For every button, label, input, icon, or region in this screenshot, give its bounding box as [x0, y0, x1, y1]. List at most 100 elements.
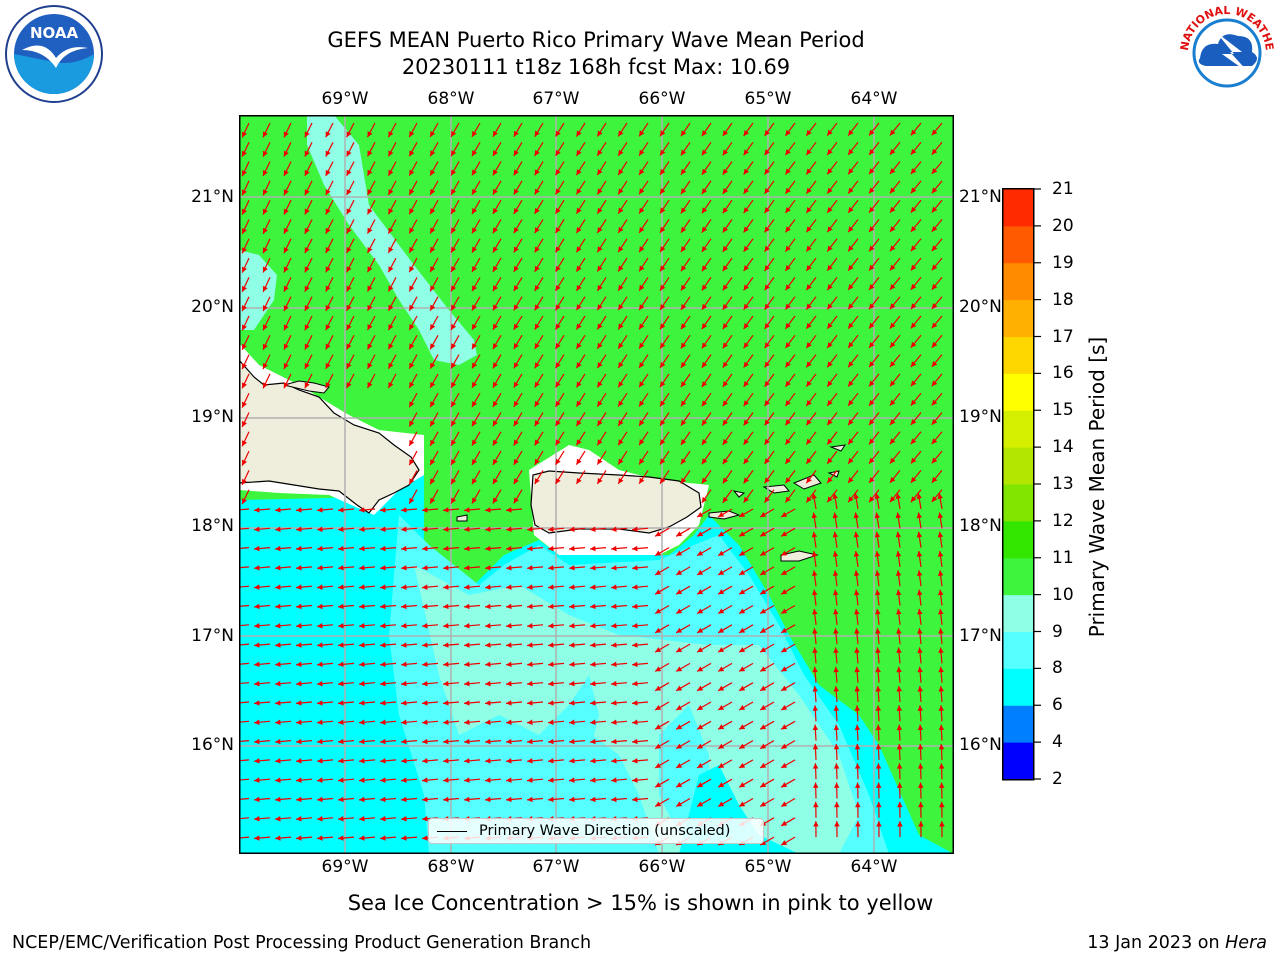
wave-arrow-head — [701, 400, 708, 407]
wave-arrow-head — [618, 323, 624, 330]
wave-arrow-head — [283, 266, 289, 273]
wave-arrow-head — [781, 550, 788, 556]
wave-arrow-head — [451, 439, 457, 446]
wave-arrow-head — [506, 545, 512, 552]
wave-arrow-head — [576, 207, 582, 214]
wave-arrow-head — [938, 724, 945, 731]
colorbar-tick-label: 12 — [1052, 510, 1074, 531]
wave-arrow-head — [701, 130, 708, 137]
wave-arrow-head — [346, 382, 352, 389]
wave-arrow-head — [869, 284, 875, 290]
wave-arrow-head — [931, 129, 938, 136]
wave-arrow-head — [513, 478, 519, 485]
wave-arrow-head — [380, 603, 386, 610]
wave-arrow-head — [718, 762, 725, 768]
wave-arrow-head — [443, 719, 449, 725]
wave-arrow-head — [464, 661, 470, 668]
wave-arrow-head — [576, 323, 582, 330]
wave-arrow-head — [701, 265, 708, 272]
wave-arrow-head — [534, 169, 540, 176]
wave-arrow-head — [722, 419, 729, 426]
lon-tick-bottom: 65°W — [744, 857, 792, 877]
wave-arrow-head — [451, 381, 457, 388]
wave-arrow-head — [889, 206, 896, 213]
wave-arrow-head — [296, 835, 302, 841]
wave-arrow-head — [832, 512, 839, 519]
wave-arrow-head — [451, 304, 457, 311]
wave-arrow-head — [492, 362, 498, 369]
wave-arrow-head — [639, 323, 645, 330]
wave-arrow-head — [611, 777, 617, 783]
wave-arrow-head — [869, 361, 875, 368]
wave-arrow-head — [875, 724, 882, 731]
wave-arrow-head — [283, 247, 289, 254]
wave-arrow — [239, 720, 250, 723]
wave-arrow-head — [317, 661, 323, 668]
wave-arrow-head — [655, 704, 662, 710]
wave-arrow-head — [513, 400, 519, 407]
wave-arrow-head — [639, 284, 645, 291]
wave-arrow-head — [785, 361, 791, 368]
wave-arrow-head — [430, 266, 436, 273]
wave-arrow-head — [597, 207, 603, 214]
wave-arrow-head — [917, 628, 923, 634]
wave-arrow-head — [743, 130, 749, 136]
wave-arrow-head — [338, 816, 344, 822]
wave-arrow-head — [785, 496, 791, 503]
wave-arrow-head — [590, 545, 596, 552]
wave-arrow-head — [848, 284, 854, 291]
wave-arrow-head — [722, 342, 729, 349]
wave-arrow-head — [317, 603, 323, 610]
wave-arrow-head — [451, 401, 457, 408]
wave-arrow-head — [806, 457, 812, 464]
wave-arrow-head — [764, 129, 770, 136]
colorbar-tick-label: 20 — [1052, 215, 1074, 236]
wave-arrow-head — [910, 438, 917, 445]
wave-arrow-head — [722, 438, 729, 445]
wave-arrow-head — [275, 545, 281, 552]
wave-arrow-head — [611, 796, 617, 803]
wave-arrow-head — [701, 168, 708, 175]
wave-arrow-head — [443, 507, 449, 513]
wave-arrow-head — [422, 642, 428, 648]
wave-arrow-head — [918, 801, 924, 808]
wave-arrow-head — [513, 323, 519, 330]
colorbar-tick-label: 18 — [1052, 289, 1074, 310]
wave-arrow-head — [618, 188, 624, 195]
wave-arrow-head — [806, 477, 812, 484]
wave-arrow-head — [471, 304, 478, 311]
colorbar-segment — [1003, 484, 1033, 522]
wave-arrow-head — [655, 569, 662, 575]
wave-arrow-head — [317, 700, 323, 706]
wave-arrow-head — [513, 169, 519, 176]
wave-arrow-head — [812, 589, 818, 596]
wave-arrow-head — [380, 623, 386, 629]
wave-arrow-head — [910, 303, 917, 310]
wave-arrow-head — [576, 477, 582, 484]
wave-arrow-head — [639, 226, 645, 233]
wave-arrow-head — [275, 719, 281, 725]
wave-arrow-head — [916, 512, 923, 519]
wave-arrow-head — [869, 226, 875, 233]
wave-arrow-head — [896, 782, 903, 788]
wave-arrow-head — [931, 148, 938, 155]
colorbar-segment — [1003, 336, 1033, 374]
wave-arrow-head — [917, 686, 923, 692]
wave-arrow-head — [388, 285, 394, 292]
wave-arrow-head — [548, 545, 554, 552]
wave-arrow-head — [325, 343, 331, 350]
wave-arrow-head — [534, 400, 540, 407]
wave-arrow-head — [639, 246, 645, 253]
wave-arrow-head — [576, 284, 582, 291]
wave-arrow-head — [785, 477, 791, 484]
wave-arrow — [239, 778, 250, 781]
wave-arrow-head — [743, 207, 749, 214]
wave-arrow-head — [848, 129, 854, 136]
wave-arrow-head — [618, 130, 624, 137]
wave-arrow-head — [548, 777, 554, 783]
wave-arrow-head — [743, 226, 749, 233]
wave-arrow-head — [513, 343, 519, 350]
wave-arrow-head — [283, 382, 289, 389]
wave-arrow-head — [367, 343, 373, 350]
wave-arrow-head — [889, 399, 896, 406]
